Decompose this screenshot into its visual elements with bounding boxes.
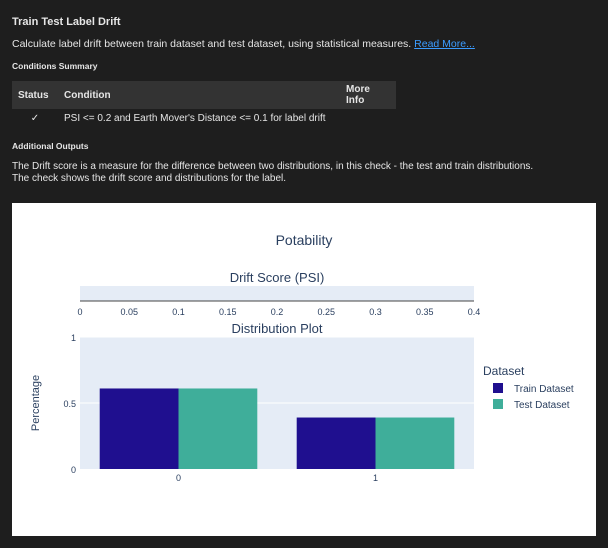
legend-swatch-train (493, 383, 503, 393)
legend-label-train: Train Dataset (514, 384, 574, 395)
status-check-icon: ✓ (30, 112, 40, 124)
condition-text: PSI <= 0.2 and Earth Mover's Distance <=… (64, 112, 326, 124)
header-more-info: More Info (340, 81, 396, 109)
description-text: Calculate label drift between train data… (12, 38, 412, 50)
chart-svg: Potability Drift Score (PSI) 0 0.05 0.1 0.15 0… (30, 232, 574, 483)
additional-outputs-text: The Drift score is a measure for the dif… (12, 161, 596, 185)
additional-text-line-1: The Drift score is a measure for the dif… (12, 161, 534, 172)
more-info-cell (340, 109, 396, 127)
distribution-y-axis-label: Percentage (30, 375, 42, 431)
legend-swatch-test (493, 399, 503, 409)
distribution-x-tick-label: 0 (176, 473, 181, 483)
chart-suptitle: Potability (276, 232, 333, 248)
distribution-bar-train (99, 388, 179, 469)
legend-label-test: Test Dataset (514, 400, 570, 411)
drift-tick-label: 0.2 (271, 307, 284, 317)
additional-outputs-heading: Additional Outputs (12, 141, 89, 151)
page-title: Train Test Label Drift (12, 16, 121, 28)
conditions-heading: Conditions Summary (12, 61, 98, 71)
header-status: Status (12, 81, 58, 109)
distribution-title: Distribution Plot (231, 321, 322, 336)
drift-tick-label: 0.15 (219, 307, 237, 317)
distribution-bar-test (375, 417, 455, 469)
drift-tick-label: 0.35 (416, 307, 434, 317)
table-row: ✓ PSI <= 0.2 and Earth Mover's Distance … (12, 109, 396, 127)
conditions-table: Status Condition More Info ✓ PSI <= 0.2 … (12, 81, 396, 127)
read-more-link[interactable]: Read More... (414, 38, 475, 50)
distribution-bar-test (178, 388, 258, 469)
drift-tick-label: 0.05 (120, 307, 138, 317)
table-header-row: Status Condition More Info (12, 81, 396, 109)
additional-text-line-2: The check shows the drift score and dist… (12, 173, 287, 184)
description: Calculate label drift between train data… (12, 38, 596, 51)
distribution-y-tick-label: 1 (71, 333, 76, 343)
drift-tick-label: 0.25 (317, 307, 335, 317)
distribution-x-tick-label: 1 (373, 473, 378, 483)
header-condition: Condition (58, 81, 340, 109)
distribution-y-tick-label: 0 (71, 465, 76, 475)
legend-title: Dataset (483, 364, 525, 378)
drift-tick-label: 0.3 (369, 307, 382, 317)
plot-area: Potability Drift Score (PSI) 0 0.05 0.1 0.15 0… (12, 203, 596, 536)
drift-score-plot-bg (80, 286, 474, 301)
distribution-bar-train (296, 417, 376, 469)
drift-score-title: Drift Score (PSI) (230, 270, 325, 285)
drift-tick-label: 0 (77, 307, 82, 317)
drift-tick-label: 0.4 (468, 307, 481, 317)
distribution-y-tick-label: 0.5 (63, 399, 76, 409)
drift-tick-label: 0.1 (172, 307, 185, 317)
